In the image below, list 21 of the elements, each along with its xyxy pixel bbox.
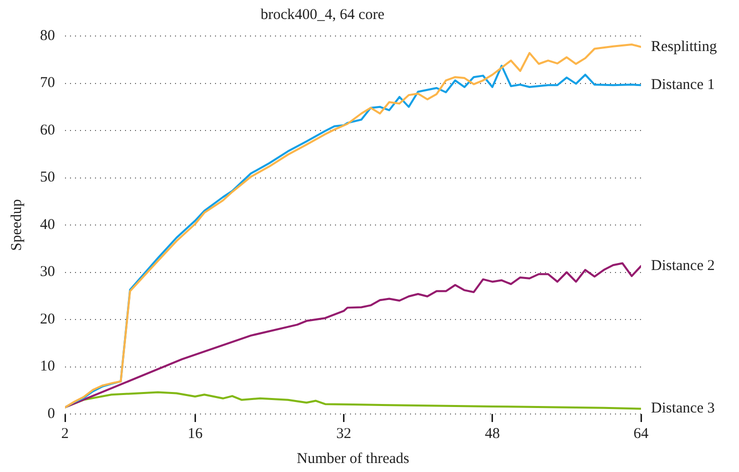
series-label: Distance 3 <box>651 400 715 417</box>
y-axis-title: Speedup <box>8 199 25 251</box>
y-tick-label: 20 <box>40 311 55 328</box>
x-tick-label: 16 <box>188 426 204 442</box>
y-tick-label: 50 <box>40 170 55 186</box>
x-tick-label: 2 <box>61 426 69 442</box>
y-tick-label: 30 <box>40 264 55 280</box>
y-tick-label: 80 <box>40 28 55 44</box>
x-tick-label: 32 <box>336 426 352 442</box>
x-axis-title: Number of threads <box>296 450 410 467</box>
series-label: Distance 1 <box>651 77 715 94</box>
series-label: Distance 2 <box>651 258 715 274</box>
x-tick-label: 48 <box>484 426 500 442</box>
x-tick-label: 64 <box>634 426 649 442</box>
y-tick-label: 60 <box>40 122 55 138</box>
y-tick-label: 40 <box>40 216 55 233</box>
y-tick-label: 10 <box>40 358 55 375</box>
chart-title: brock400_4, 64 core <box>260 6 385 23</box>
y-tick-label: 0 <box>48 406 55 422</box>
series-label: Resplitting <box>651 38 718 55</box>
y-tick-label: 70 <box>40 75 55 92</box>
